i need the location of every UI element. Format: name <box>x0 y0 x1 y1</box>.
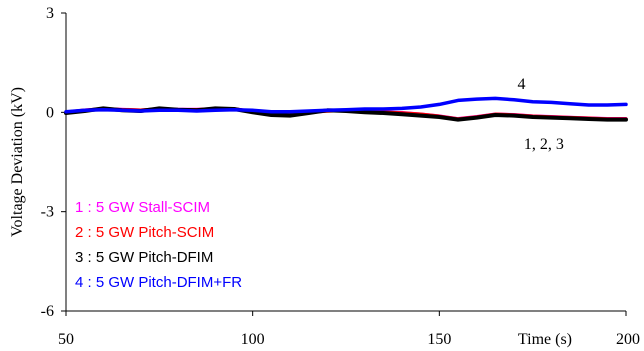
x-tick-label: 50 <box>58 331 74 348</box>
legend: 1 : 5 GW Stall-SCIM 2 : 5 GW Pitch-SCIM 3 … <box>75 199 242 291</box>
annotation-1: 4 <box>517 76 525 93</box>
x-tick-label: 200 <box>616 331 640 348</box>
y-axis-label: Voltage Deviation (kV) <box>9 87 26 237</box>
x-axis-label: Time (s) <box>518 331 572 348</box>
legend-entry-4: 4 : 5 GW Pitch-DFIM+FR <box>75 274 242 291</box>
x-tick-label: 150 <box>427 331 451 348</box>
legend-entry-2: 2 : 5 GW Pitch-SCIM <box>75 224 214 241</box>
tick-labels: 3 0 -3 -650 100 150 200 <box>41 5 640 348</box>
y-tick-label: 0 <box>46 104 54 121</box>
annotation-2: 1, 2, 3 <box>524 136 564 153</box>
series-line-4 <box>64 96 628 114</box>
y-tick-label: -3 <box>41 204 54 221</box>
axes <box>61 12 627 316</box>
legend-entry-1: 1 : 5 GW Stall-SCIM <box>75 199 210 216</box>
annotations: 4 1, 2, 3 <box>517 76 563 153</box>
series-layer <box>64 96 628 122</box>
legend-entry-3: 3 : 5 GW Pitch-DFIM <box>75 249 213 266</box>
y-tick-label: 3 <box>46 5 54 22</box>
x-tick-label: 100 <box>241 331 265 348</box>
y-tick-label: -6 <box>41 303 54 320</box>
